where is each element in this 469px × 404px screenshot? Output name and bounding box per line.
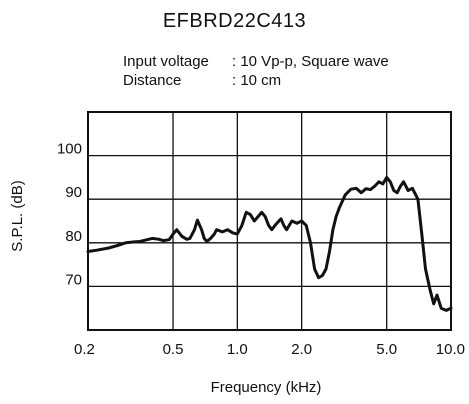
grid (88, 112, 451, 330)
x-axis-label: Frequency (kHz) (211, 379, 322, 396)
x-tick-label: 10.0 (436, 341, 465, 358)
x-tick-label: 2.0 (291, 341, 312, 358)
y-tick-label: 100 (57, 141, 82, 158)
condition-distance-value: : 10 cm (232, 72, 282, 89)
chart-title: EFBRD22C413 (162, 10, 307, 32)
plot-frame (87, 111, 452, 331)
condition-distance-label: Distance (123, 72, 182, 89)
x-tick-label: 5.0 (376, 341, 397, 358)
condition-input-voltage-value: : 10 Vp-p, Square wave (232, 53, 389, 70)
condition-input-voltage-label: Input voltage (123, 53, 209, 70)
x-tick-label: 0.2 (74, 341, 95, 358)
y-axis-label: S.P.L. (dB) (9, 180, 26, 251)
x-axis-ticks: 0.2 0.5 1.0 2.0 5.0 10.0 (74, 341, 465, 358)
spl-response-curve (86, 175, 453, 312)
y-axis-ticks: 70 80 90 100 (57, 141, 82, 289)
y-tick-label: 70 (65, 271, 82, 288)
y-tick-label: 80 (65, 228, 82, 245)
y-tick-label: 90 (65, 184, 82, 201)
x-tick-label: 0.5 (163, 341, 184, 358)
x-tick-label: 1.0 (227, 341, 248, 358)
